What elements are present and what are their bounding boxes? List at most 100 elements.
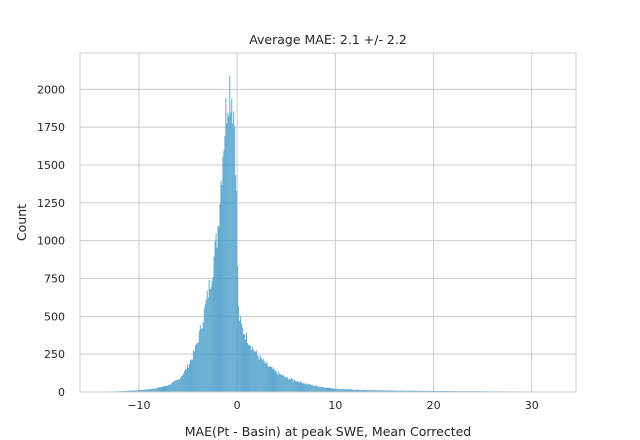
- histogram-bar: [304, 383, 306, 392]
- histogram-bar: [350, 389, 352, 392]
- histogram-bar: [225, 97, 227, 393]
- histogram-bar: [158, 387, 160, 392]
- histogram-bar: [421, 390, 423, 392]
- histogram-bar: [140, 390, 142, 392]
- histogram-bar: [274, 370, 276, 392]
- histogram-bar: [435, 390, 437, 392]
- histogram-bar: [322, 387, 324, 392]
- histogram-bar: [149, 388, 151, 392]
- histogram-bar: [347, 389, 349, 392]
- histogram-bar: [243, 333, 245, 392]
- histogram-bar: [368, 390, 370, 392]
- histogram-bar: [198, 330, 200, 392]
- histogram-bar: [189, 363, 191, 392]
- histogram-bar: [384, 390, 386, 392]
- histogram-bar: [155, 388, 157, 392]
- histogram-bar: [315, 385, 317, 392]
- histogram-bar: [283, 375, 285, 392]
- histogram-bar: [371, 390, 373, 392]
- histogram-bar: [353, 389, 355, 392]
- histogram-bar: [348, 389, 350, 392]
- histogram-bar: [323, 387, 325, 392]
- x-tick-label: 30: [525, 399, 539, 412]
- histogram-bar: [219, 203, 221, 392]
- histogram-bar: [332, 388, 334, 392]
- histogram-bar: [185, 369, 187, 392]
- histogram-bar: [205, 299, 207, 392]
- histogram-bar: [364, 389, 366, 392]
- histogram-bar: [287, 377, 289, 392]
- histogram-bar: [244, 334, 246, 392]
- histogram-bar: [279, 373, 281, 392]
- histogram-bar: [229, 75, 231, 393]
- histogram-bar: [242, 327, 244, 392]
- histogram-bar: [302, 383, 304, 392]
- histogram-bar: [142, 389, 144, 392]
- histogram-bar: [236, 191, 238, 392]
- histogram-bar: [447, 390, 449, 392]
- histogram-bar: [341, 389, 343, 392]
- histogram-bar: [425, 390, 427, 392]
- histogram-bar: [272, 369, 274, 392]
- histogram-bar: [383, 390, 385, 392]
- histogram-bar: [238, 306, 240, 392]
- histogram-bar: [147, 389, 149, 392]
- histogram-bar: [433, 390, 435, 392]
- histogram-bar: [135, 390, 136, 392]
- histogram-bar: [160, 387, 162, 392]
- histogram-bar: [256, 354, 258, 392]
- histogram-bar: [427, 390, 429, 392]
- histogram-bar: [179, 379, 181, 392]
- histogram-bar: [403, 390, 405, 392]
- histogram-bar: [201, 328, 203, 392]
- histogram-bar: [165, 385, 167, 392]
- histogram-bar: [228, 116, 230, 392]
- histogram-bar: [172, 382, 174, 392]
- histogram-bar: [311, 384, 313, 392]
- histogram-bar: [407, 390, 409, 392]
- grid-lines: [80, 53, 576, 393]
- histogram-bar: [362, 389, 364, 392]
- histogram-bar: [293, 380, 295, 392]
- histogram-bar: [207, 297, 209, 392]
- histogram-bar: [313, 385, 315, 392]
- histogram-bar: [418, 390, 420, 392]
- histogram-bar: [269, 366, 271, 392]
- histogram-bar: [329, 387, 331, 392]
- histogram-bar: [402, 390, 404, 392]
- histogram-bar: [436, 390, 438, 392]
- histogram-bar: [128, 390, 130, 392]
- histogram-bar: [227, 113, 229, 392]
- histogram-bar: [174, 380, 176, 392]
- histogram-bar: [183, 373, 185, 392]
- histogram-bar: [258, 359, 260, 392]
- histogram-bar: [191, 359, 193, 392]
- histogram-bar: [405, 390, 407, 392]
- histogram-bar: [223, 150, 225, 392]
- histogram-bar: [284, 376, 286, 392]
- histogram-bar: [209, 288, 211, 392]
- histogram-bar: [308, 383, 310, 392]
- histogram-bar: [290, 379, 292, 392]
- histogram-bar: [265, 361, 267, 392]
- histogram-bar: [196, 342, 198, 392]
- histogram-bar: [122, 390, 124, 392]
- histogram-bar: [314, 385, 316, 392]
- histogram-bar: [298, 381, 300, 392]
- histogram-bar: [380, 390, 382, 392]
- histogram-bar: [319, 386, 321, 392]
- histogram-bar: [212, 276, 214, 392]
- histogram-bar: [365, 389, 367, 392]
- histogram-bar: [300, 382, 302, 392]
- y-axis-label: Count: [14, 204, 29, 241]
- histogram-bar: [206, 290, 208, 392]
- histogram-bar: [257, 356, 259, 392]
- histogram-bar: [255, 350, 257, 392]
- histogram-bar: [131, 390, 133, 392]
- y-tick-label: 1500: [37, 159, 65, 172]
- histogram-bar: [156, 387, 158, 392]
- histogram-bar: [321, 387, 323, 392]
- histogram-bar: [355, 389, 357, 392]
- x-tick-label: −10: [127, 399, 150, 412]
